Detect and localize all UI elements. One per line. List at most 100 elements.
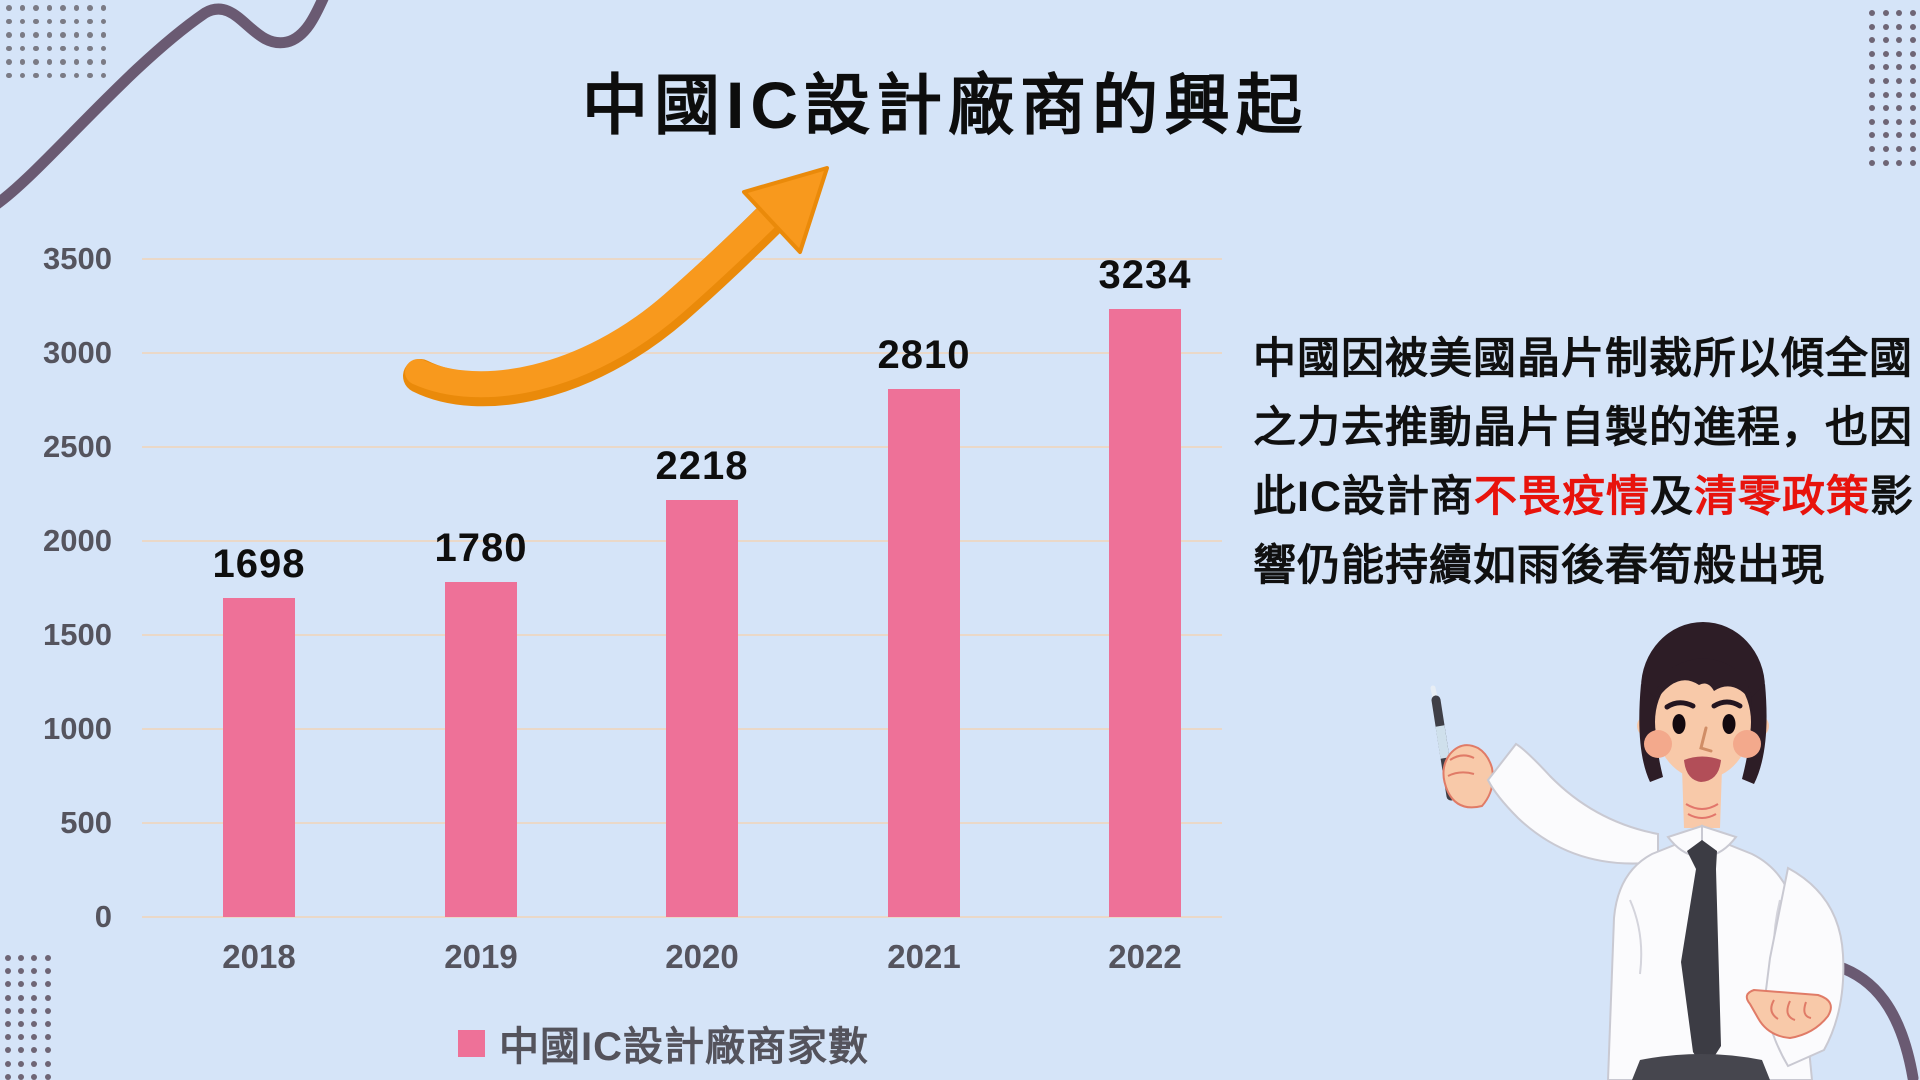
dot xyxy=(46,18,53,25)
dot xyxy=(5,1047,11,1054)
dot xyxy=(1882,10,1889,16)
dot xyxy=(1909,78,1916,84)
dot xyxy=(44,955,51,961)
bar xyxy=(666,500,738,917)
dot xyxy=(1896,159,1903,166)
gridline xyxy=(142,352,1222,354)
presenter-head xyxy=(1637,622,1769,784)
paragraph-text: 此IC設計商 xyxy=(1253,473,1474,521)
y-axis-tick-label: 2000 xyxy=(43,523,112,558)
legend-label: 中國IC設計廠商家數 xyxy=(499,1025,869,1069)
dot xyxy=(1909,37,1916,44)
dot xyxy=(18,1060,25,1067)
dot xyxy=(1869,118,1875,125)
dot xyxy=(87,18,93,25)
dot xyxy=(1869,105,1875,112)
bar xyxy=(1109,309,1181,917)
dot xyxy=(60,18,66,25)
bar-value-label: 2810 xyxy=(877,332,971,377)
dot xyxy=(1909,159,1916,166)
highlighted-text: 清零政策 xyxy=(1694,473,1870,521)
dot xyxy=(5,1073,11,1080)
dot xyxy=(1882,37,1889,44)
dot xyxy=(31,994,38,1001)
dot xyxy=(73,5,80,11)
dot xyxy=(87,5,93,11)
dot xyxy=(6,45,12,52)
dot xyxy=(18,1007,25,1014)
dot xyxy=(19,45,26,52)
dot xyxy=(19,72,26,79)
wave-line-bottom-right xyxy=(1831,960,1919,1080)
dot xyxy=(33,59,39,65)
dot xyxy=(1909,64,1916,71)
dot xyxy=(1896,64,1903,71)
x-axis-tick-label: 2018 xyxy=(222,938,296,975)
dot xyxy=(87,72,93,79)
dot xyxy=(100,72,107,79)
dot xyxy=(73,72,80,79)
dot xyxy=(1909,118,1916,125)
x-axis-tick-label: 2020 xyxy=(665,938,739,975)
dot xyxy=(31,1073,38,1080)
dot xyxy=(33,72,39,79)
x-axis-tick-label: 2022 xyxy=(1108,938,1182,975)
paragraph-line: 中國因被美國晶片制裁所以傾全國 xyxy=(1253,325,1920,394)
bar-value-label: 2218 xyxy=(655,444,749,489)
bar xyxy=(223,597,295,917)
dot xyxy=(31,955,38,961)
y-axis-tick-label: 0 xyxy=(94,899,112,934)
paragraph-line: 之力去推動晶片自製的進程，也因 xyxy=(1253,394,1920,463)
dot xyxy=(1896,23,1903,30)
dot xyxy=(60,32,66,38)
dot xyxy=(87,32,93,38)
dot xyxy=(33,5,39,11)
dot xyxy=(31,1021,38,1027)
dot xyxy=(5,1021,11,1027)
dot xyxy=(87,45,93,52)
dot xyxy=(1869,23,1875,30)
dot xyxy=(1869,64,1875,71)
dot xyxy=(1896,105,1903,112)
dot xyxy=(5,1034,11,1041)
chart-legend: 中國IC設計廠商家數 xyxy=(458,1014,869,1072)
bar-value-label: 3234 xyxy=(1098,253,1192,297)
dot xyxy=(31,1060,38,1067)
dot xyxy=(1882,91,1889,98)
dot xyxy=(5,1007,11,1014)
dot xyxy=(60,5,66,11)
dot xyxy=(46,45,53,52)
dot xyxy=(73,59,80,65)
dot xyxy=(1869,37,1875,44)
paragraph-line: 此IC設計商不畏疫情及清零政策影 xyxy=(1253,463,1920,532)
dot xyxy=(1909,132,1916,139)
dot xyxy=(1896,132,1903,139)
dot xyxy=(44,1007,51,1014)
dot xyxy=(6,59,12,65)
highlighted-text: 不畏疫情 xyxy=(1474,473,1650,521)
paragraph-text: 影 xyxy=(1870,473,1914,521)
dot xyxy=(18,1047,25,1054)
dot xyxy=(1909,91,1916,98)
dot xyxy=(44,1034,51,1041)
bar xyxy=(888,388,960,917)
y-axis-tick-label: 1000 xyxy=(43,711,112,746)
dot xyxy=(18,994,25,1001)
dot xyxy=(33,32,39,38)
dot xyxy=(1909,23,1916,30)
dot xyxy=(1882,132,1889,139)
gridline xyxy=(142,916,1222,918)
dot xyxy=(31,1047,38,1054)
growth-arrow-icon xyxy=(403,166,829,407)
dot xyxy=(1882,78,1889,84)
dot xyxy=(19,18,26,25)
dot xyxy=(73,32,80,38)
dot xyxy=(19,59,26,65)
dot xyxy=(1882,64,1889,71)
dot xyxy=(6,18,12,25)
paragraph-text: 之力去推動晶片自製的進程，也因 xyxy=(1253,404,1913,452)
bar-value-label: 1698 xyxy=(212,541,306,586)
dot xyxy=(18,981,25,988)
y-axis-tick-label: 500 xyxy=(60,805,112,840)
